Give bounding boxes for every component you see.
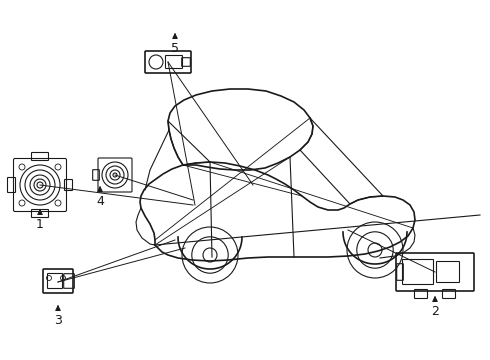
Text: 3: 3 xyxy=(54,314,62,327)
Text: 1: 1 xyxy=(36,218,44,231)
Text: 2: 2 xyxy=(431,305,439,318)
Text: 5: 5 xyxy=(171,42,179,55)
Text: 4: 4 xyxy=(96,195,104,208)
